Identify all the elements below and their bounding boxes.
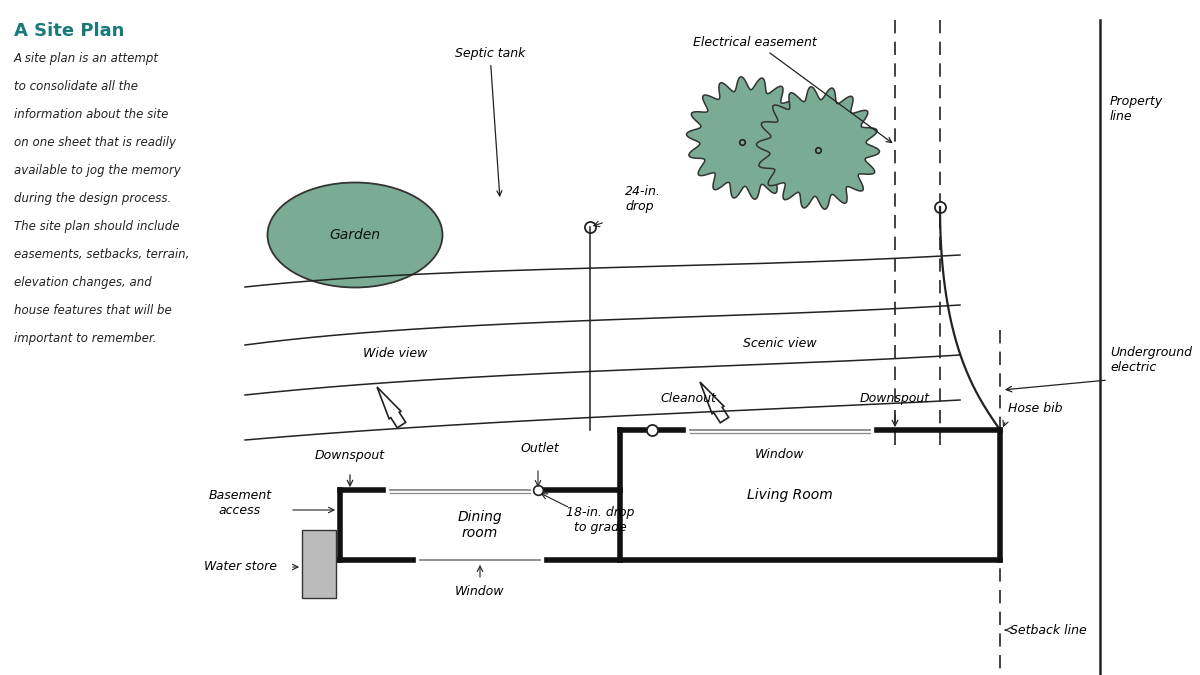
Text: house features that will be: house features that will be [14,304,172,317]
Text: A Site Plan: A Site Plan [14,22,125,40]
Polygon shape [686,77,810,199]
Text: Window: Window [455,585,505,598]
Text: The site plan should include: The site plan should include [14,220,180,233]
Text: Cleanout: Cleanout [660,392,716,405]
Text: during the design process.: during the design process. [14,192,172,205]
Text: Hose bib: Hose bib [1008,402,1062,414]
Text: 24-in.
drop: 24-in. drop [625,185,661,213]
Bar [302,530,336,598]
Text: A site plan is an attempt: A site plan is an attempt [14,52,158,65]
Text: Garden: Garden [330,228,380,242]
Text: elevation changes, and: elevation changes, and [14,276,151,289]
Text: important to remember.: important to remember. [14,332,156,345]
Text: Property
line: Property line [1110,95,1163,123]
Text: Basement
access: Basement access [209,489,271,517]
Text: Dining
room: Dining room [457,510,503,540]
Text: Living Room: Living Room [748,488,833,502]
Text: to consolidate all the: to consolidate all the [14,80,138,93]
Text: Water store: Water store [204,560,276,574]
Text: available to jog the memory: available to jog the memory [14,164,181,177]
Text: Downspout: Downspout [314,449,385,462]
Text: Outlet: Outlet [521,442,559,455]
Text: information about the site: information about the site [14,108,168,121]
Text: Scenic view: Scenic view [743,337,817,350]
Text: Septic tank: Septic tank [455,47,526,196]
Ellipse shape [268,182,443,288]
Text: Electrical easement: Electrical easement [694,36,892,142]
Text: Setback line: Setback line [1010,624,1087,637]
Polygon shape [756,87,880,209]
Text: Wide view: Wide view [362,347,427,360]
Text: Downspout: Downspout [860,392,930,405]
Polygon shape [700,382,728,423]
Polygon shape [377,387,406,428]
Text: easements, setbacks, terrain,: easements, setbacks, terrain, [14,248,190,261]
Text: on one sheet that is readily: on one sheet that is readily [14,136,176,149]
Text: 18-in. drop
to grade: 18-in. drop to grade [566,506,634,534]
Text: Window: Window [755,448,805,461]
Text: Underground
electric: Underground electric [1110,346,1192,374]
